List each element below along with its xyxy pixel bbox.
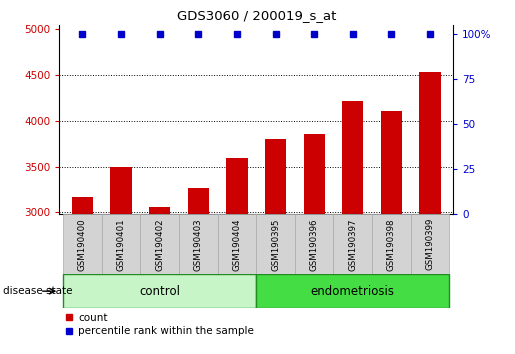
Bar (295, 214, 334, 274)
Text: GSM190404: GSM190404 (232, 218, 242, 270)
Legend: count, percentile rank within the sample: count, percentile rank within the sample (64, 313, 254, 336)
Bar (63, 214, 102, 274)
Bar (381, 111, 402, 214)
Text: GSM190396: GSM190396 (310, 218, 319, 270)
Bar (140, 214, 179, 274)
Bar (303, 134, 325, 214)
Title: GDS3060 / 200019_s_at: GDS3060 / 200019_s_at (177, 9, 336, 22)
Bar (334, 214, 372, 274)
Bar (217, 214, 256, 274)
Bar (226, 158, 248, 214)
Text: GSM190398: GSM190398 (387, 218, 396, 270)
Bar (149, 207, 170, 214)
Bar (102, 214, 140, 274)
Bar (63, 274, 256, 308)
Text: GSM190395: GSM190395 (271, 218, 280, 270)
Bar (187, 188, 209, 214)
Bar (419, 72, 441, 214)
Text: control: control (139, 285, 180, 298)
Bar (265, 139, 286, 214)
Bar (179, 214, 217, 274)
Text: GSM190397: GSM190397 (348, 218, 357, 270)
Bar (110, 167, 132, 214)
Bar (342, 101, 364, 214)
Bar (410, 214, 449, 274)
Bar (72, 197, 93, 214)
Text: endometriosis: endometriosis (311, 285, 395, 298)
Text: GSM190403: GSM190403 (194, 218, 203, 270)
Text: GSM190399: GSM190399 (425, 218, 435, 270)
Text: disease state: disease state (3, 286, 72, 296)
Text: GSM190400: GSM190400 (78, 218, 87, 270)
Bar (372, 214, 410, 274)
Bar (256, 214, 295, 274)
Bar (256, 274, 449, 308)
Text: GSM190401: GSM190401 (116, 218, 126, 270)
Text: GSM190402: GSM190402 (155, 218, 164, 270)
